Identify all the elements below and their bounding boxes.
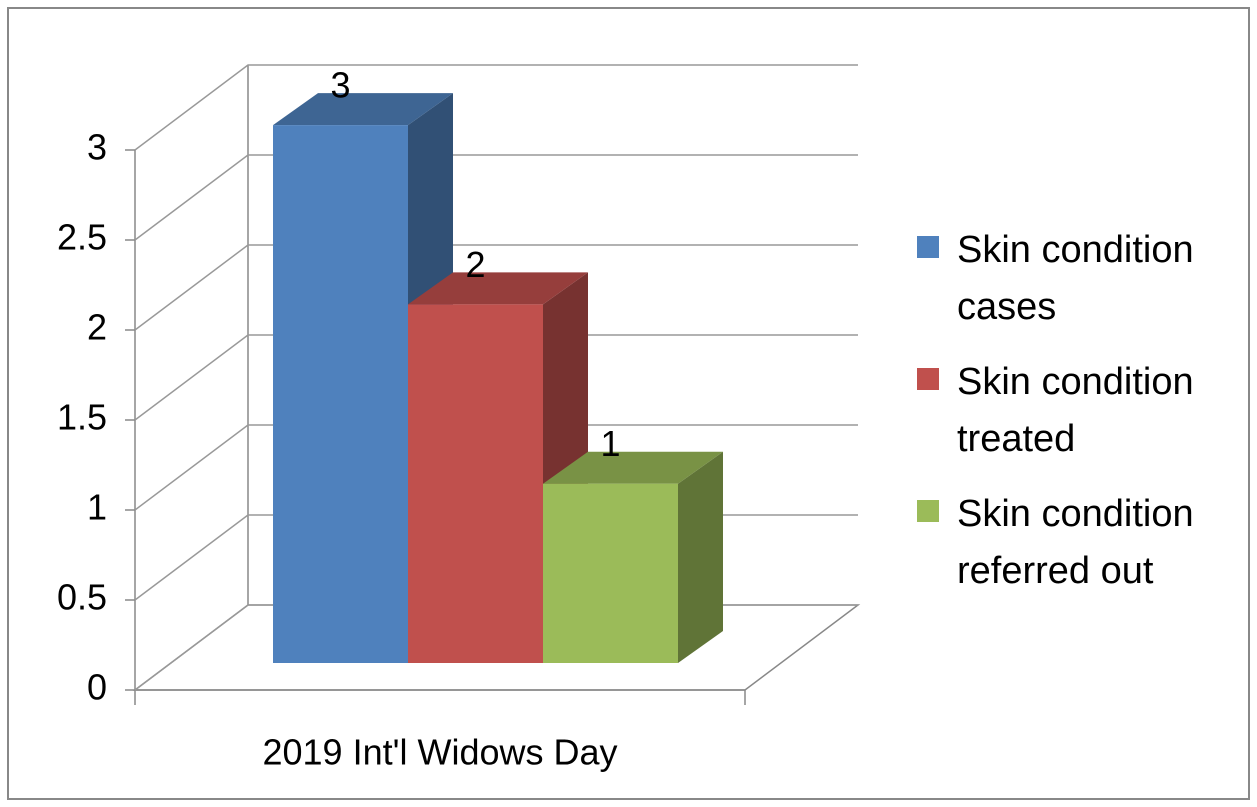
bar-top bbox=[543, 451, 723, 484]
y-tick-label: 0 bbox=[87, 667, 107, 708]
legend-swatch bbox=[917, 500, 939, 522]
legend-label: Skin condition cases bbox=[957, 229, 1194, 328]
y-tick-label: 0.5 bbox=[57, 577, 107, 618]
bar-top bbox=[273, 93, 453, 126]
data-label: 2 bbox=[465, 244, 485, 285]
y-tick-label: 1.5 bbox=[57, 397, 107, 438]
legend-label: Skin condition referred out bbox=[957, 493, 1194, 592]
legend-entry: Skin condition cases bbox=[915, 222, 1235, 336]
bar bbox=[273, 125, 408, 664]
grid-line bbox=[134, 154, 858, 241]
bar bbox=[408, 304, 543, 663]
y-tick-label: 2 bbox=[87, 307, 107, 348]
x-tick-label: 2019 Int'l Widows Day bbox=[262, 732, 617, 773]
bar-top bbox=[408, 272, 588, 305]
grid-line bbox=[134, 334, 858, 421]
chart-border bbox=[7, 7, 1250, 800]
data-label: 3 bbox=[330, 65, 350, 106]
legend-label: Skin condition treated bbox=[957, 361, 1194, 460]
legend: Skin condition cases Skin condition treat… bbox=[915, 222, 1235, 618]
legend-entry: Skin condition treated bbox=[915, 354, 1235, 468]
bar bbox=[543, 483, 678, 663]
bar-side bbox=[678, 451, 723, 663]
grid-line bbox=[134, 64, 858, 151]
legend-swatch bbox=[917, 368, 939, 390]
legend-entry: Skin condition referred out bbox=[915, 486, 1235, 600]
grid-line bbox=[134, 424, 858, 511]
grid-line bbox=[134, 244, 858, 331]
y-tick-label: 1 bbox=[87, 487, 107, 528]
y-tick-label: 3 bbox=[87, 127, 107, 168]
data-label: 1 bbox=[600, 423, 620, 464]
legend-swatch bbox=[917, 236, 939, 258]
y-tick-label: 2.5 bbox=[57, 217, 107, 258]
